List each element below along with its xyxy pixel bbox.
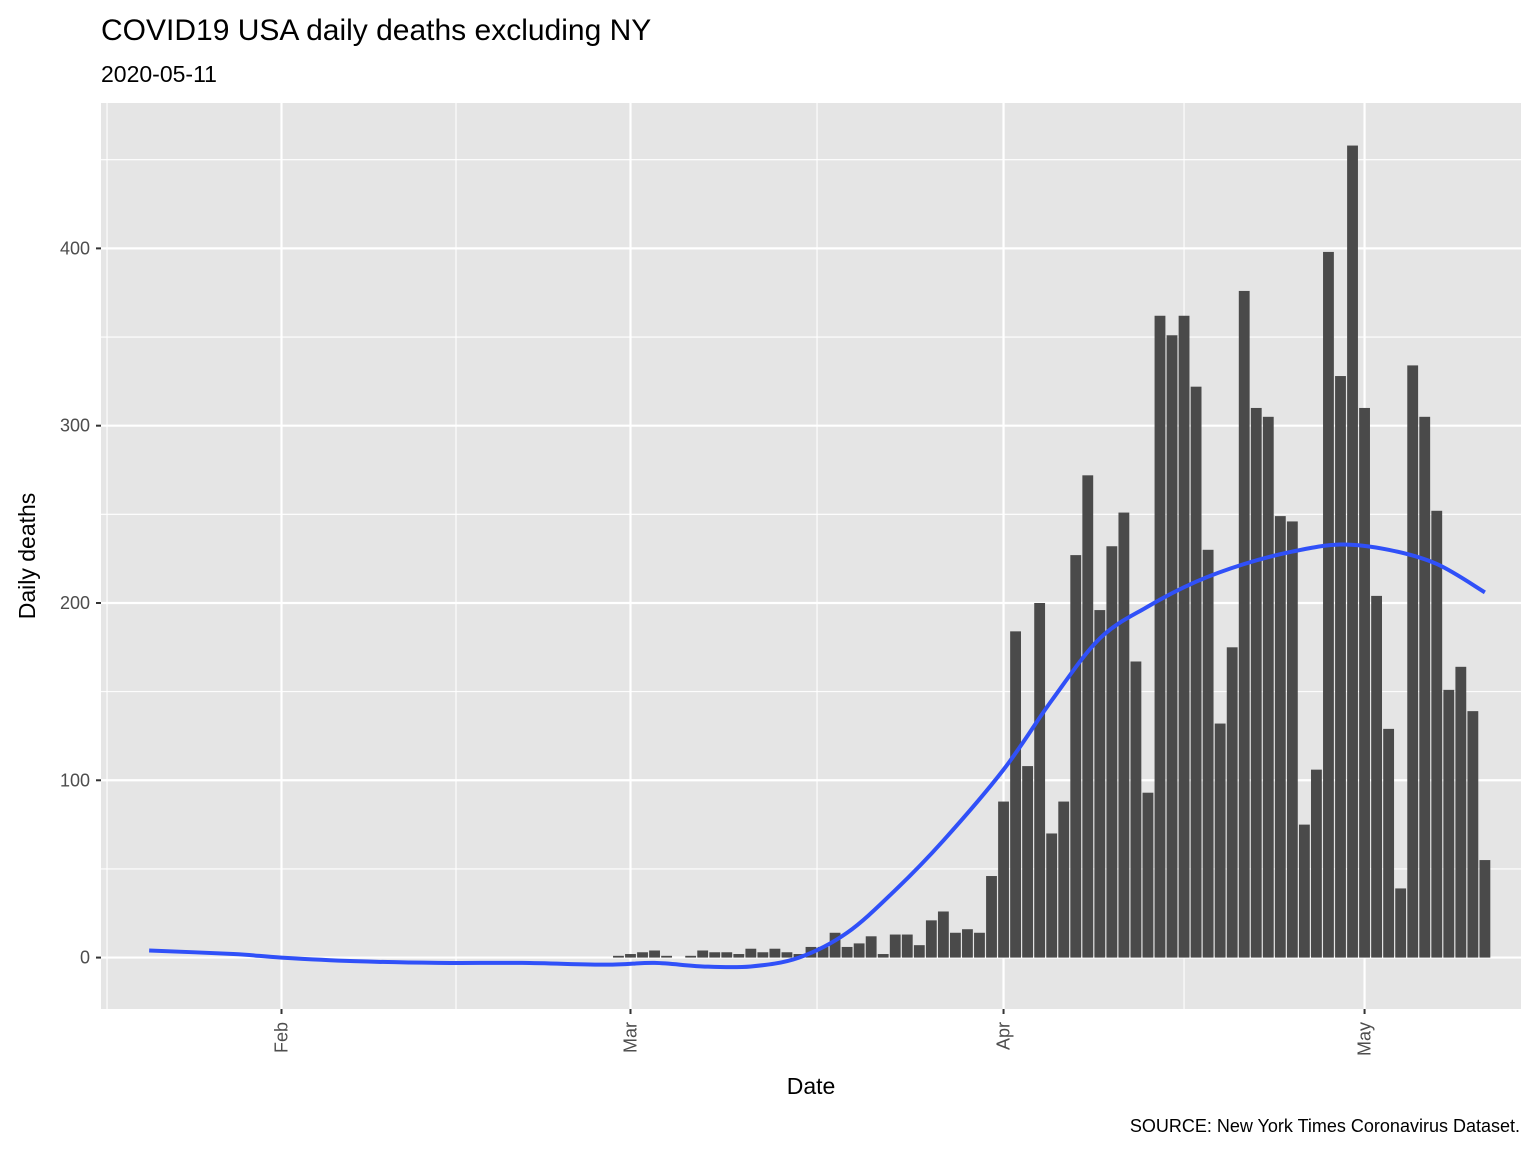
y-axis-title: Daily deaths — [14, 493, 40, 620]
x-tick-label: Apr — [994, 1022, 1014, 1050]
bar — [1274, 516, 1286, 958]
bar — [1395, 888, 1407, 958]
minor-gridlines — [101, 103, 1521, 1009]
bar — [1226, 647, 1238, 958]
bar — [1347, 145, 1358, 958]
bar — [1094, 610, 1106, 958]
bar — [709, 952, 721, 958]
bar — [1323, 251, 1334, 958]
bar — [1058, 801, 1070, 958]
bar — [1262, 416, 1274, 958]
bar — [1467, 711, 1479, 958]
y-tick-label: 0 — [80, 948, 90, 968]
bar — [757, 952, 769, 958]
bar — [974, 932, 985, 958]
bar — [817, 946, 829, 958]
x-tick-label: Feb — [272, 1022, 292, 1053]
bar — [1046, 833, 1058, 958]
bar — [986, 876, 997, 958]
x-tick-label: May — [1355, 1022, 1375, 1056]
bar — [949, 932, 961, 958]
bar — [697, 950, 709, 958]
y-tick-label: 300 — [60, 416, 90, 436]
bar — [637, 952, 648, 958]
bar — [1034, 602, 1046, 958]
bar — [1419, 416, 1431, 958]
bar — [937, 911, 949, 958]
bar — [1286, 521, 1298, 958]
bar — [649, 950, 660, 958]
bar — [1311, 769, 1322, 958]
bar — [1106, 546, 1118, 958]
bar — [1238, 290, 1250, 958]
bar — [1070, 555, 1082, 958]
bar — [769, 948, 781, 958]
bar — [745, 948, 757, 958]
bar — [853, 943, 865, 958]
bar — [781, 952, 793, 958]
bar — [613, 955, 624, 958]
bar — [1371, 595, 1383, 958]
bar — [925, 920, 937, 958]
bar — [913, 945, 925, 958]
bar — [1383, 728, 1395, 958]
bar — [1118, 512, 1130, 958]
chart-caption: SOURCE: New York Times Coronavirus Datas… — [1130, 1116, 1520, 1136]
bar — [1359, 407, 1370, 958]
bar — [901, 934, 913, 958]
smooth-trend-line — [149, 542, 1486, 970]
bar — [998, 801, 1009, 958]
bar — [1010, 631, 1021, 958]
bar — [1166, 335, 1178, 958]
bar — [962, 929, 973, 958]
bar — [1335, 376, 1346, 958]
bar — [877, 954, 889, 958]
bar — [1082, 475, 1094, 958]
bar — [685, 955, 697, 958]
bar — [661, 955, 673, 958]
bar — [1298, 824, 1310, 958]
bar — [865, 936, 877, 958]
bar — [1250, 407, 1262, 958]
y-tick-label: 200 — [60, 593, 90, 613]
y-tick-label: 400 — [60, 238, 90, 258]
bar — [721, 952, 733, 958]
bar — [1214, 723, 1226, 958]
bar — [1130, 661, 1142, 958]
bar — [1431, 510, 1443, 958]
bar — [1479, 860, 1491, 958]
bar — [625, 954, 636, 958]
bar — [1142, 792, 1154, 958]
x-axis-ticks: Feb Mar Apr May — [272, 1009, 1375, 1056]
y-tick-label: 100 — [60, 770, 90, 790]
bar — [1443, 689, 1455, 958]
bar — [1455, 666, 1467, 958]
bar — [1178, 315, 1190, 958]
bar — [1202, 549, 1214, 958]
bar-series — [613, 145, 1491, 958]
bar — [829, 932, 841, 958]
x-tick-label: Mar — [620, 1022, 640, 1053]
bar — [733, 954, 745, 958]
bar — [889, 934, 901, 958]
bar — [1407, 365, 1419, 958]
chart-subtitle: 2020-05-11 — [101, 61, 217, 87]
y-axis-ticks: 0 100 200 300 400 — [60, 238, 101, 968]
chart-title: COVID19 USA daily deaths excluding NY — [101, 14, 651, 47]
bar — [1190, 386, 1202, 958]
bar — [841, 946, 853, 958]
x-axis-title: Date — [787, 1073, 836, 1099]
bar — [1022, 766, 1034, 958]
bar — [1154, 315, 1166, 958]
